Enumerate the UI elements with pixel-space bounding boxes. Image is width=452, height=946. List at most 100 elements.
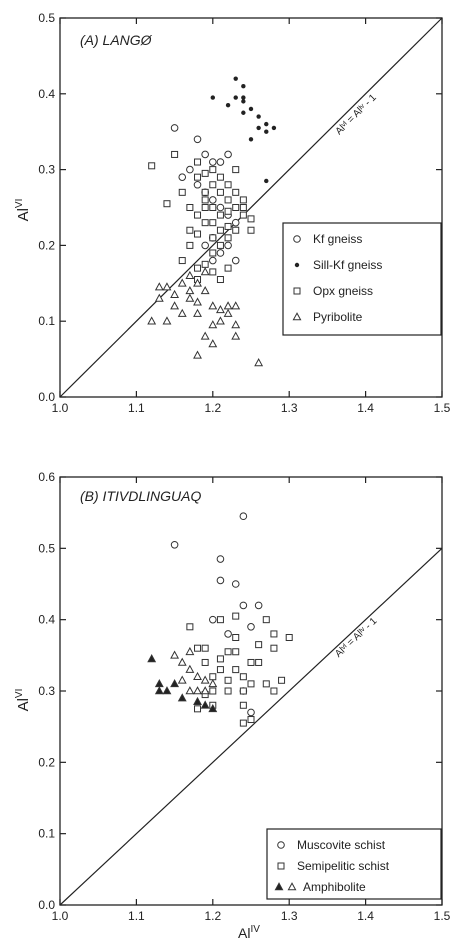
- legend-marker: [293, 235, 301, 243]
- data-point: [215, 316, 225, 325]
- data-point: [255, 641, 263, 649]
- legend-marker: [293, 287, 301, 295]
- data-point: [256, 125, 261, 131]
- data-point: [208, 320, 218, 329]
- data-point: [223, 308, 233, 317]
- data-point: [177, 657, 187, 666]
- data-point: [209, 219, 217, 227]
- data-point: [193, 135, 202, 144]
- data-point: [224, 234, 232, 242]
- legend-label: Muscovite schist: [297, 838, 386, 852]
- data-point: [194, 264, 202, 272]
- data-point: [216, 666, 224, 674]
- series-pyribolite: [147, 267, 264, 367]
- data-point: [262, 616, 270, 624]
- data-point: [256, 114, 261, 119]
- legend-marker: [294, 262, 300, 268]
- data-point: [154, 686, 164, 695]
- data-point: [170, 289, 180, 298]
- legend-label: Semipelitic schist: [297, 859, 390, 873]
- data-point: [177, 278, 187, 287]
- data-point: [233, 76, 238, 81]
- x-tick-label: 1.3: [281, 401, 298, 415]
- data-point: [216, 173, 224, 181]
- data-point: [163, 200, 171, 208]
- legend-box: [266, 828, 442, 900]
- y-tick-label: 0.2: [38, 755, 55, 769]
- data-point: [232, 648, 240, 656]
- data-point: [170, 650, 180, 659]
- data-point: [201, 204, 209, 211]
- data-point: [170, 301, 180, 310]
- data-point: [239, 701, 247, 709]
- data-point: [254, 358, 264, 367]
- series-amphibolite: [147, 646, 218, 713]
- data-point: [232, 188, 240, 196]
- data-point: [209, 196, 217, 204]
- data-point: [224, 648, 232, 656]
- data-point: [200, 267, 210, 276]
- data-point: [209, 687, 217, 695]
- data-point: [193, 180, 202, 189]
- data-point: [177, 308, 187, 317]
- x-tick-label: 1.2: [204, 401, 221, 415]
- data-point: [177, 675, 187, 684]
- data-point: [232, 204, 240, 211]
- y-tick-label: 0.4: [38, 87, 55, 101]
- data-point: [162, 316, 172, 325]
- data-point: [201, 196, 209, 204]
- data-point: [201, 219, 209, 227]
- x-tick-label: 1.3: [281, 909, 298, 923]
- data-point: [239, 204, 247, 211]
- data-point: [231, 580, 240, 588]
- series-semipelitic-schist: [186, 612, 293, 727]
- data-point: [247, 708, 255, 717]
- data-point: [209, 204, 217, 211]
- legend-label: Amphibolite: [303, 880, 366, 894]
- data-point: [262, 680, 270, 688]
- panel-title: (A) LANGØ: [80, 32, 153, 48]
- data-point: [231, 320, 241, 329]
- x-axis-label: AlIV: [238, 924, 260, 941]
- data-point: [239, 687, 247, 695]
- y-tick-label: 0.3: [38, 684, 55, 698]
- data-point: [201, 241, 209, 250]
- x-tick-label: 1.0: [52, 401, 69, 415]
- data-point: [208, 301, 218, 310]
- data-point: [216, 655, 224, 663]
- data-point: [209, 615, 217, 624]
- data-point: [231, 301, 241, 310]
- data-point: [154, 679, 164, 688]
- data-point: [170, 540, 179, 549]
- data-point: [186, 165, 194, 174]
- data-point: [178, 173, 187, 181]
- data-point: [209, 249, 217, 257]
- legend-label: Pyribolite: [313, 310, 363, 324]
- data-point: [186, 226, 194, 234]
- legend: Kf gneiss Sill-Kf gneiss Opx gneiss Pyribol…: [282, 222, 442, 336]
- data-point: [216, 249, 225, 257]
- data-point: [209, 268, 217, 276]
- x-tick-label: 1.2: [204, 909, 221, 923]
- data-point: [154, 282, 164, 291]
- data-point: [224, 241, 232, 250]
- data-point: [170, 124, 179, 132]
- data-point: [264, 129, 269, 134]
- x-tick-label: 1.1: [128, 401, 145, 415]
- data-point: [209, 673, 217, 681]
- data-point: [201, 658, 209, 666]
- data-point: [186, 241, 194, 249]
- data-point: [201, 150, 209, 159]
- data-point: [193, 297, 202, 306]
- data-point: [147, 316, 157, 325]
- x-tick-label: 1.5: [434, 909, 451, 923]
- legend-marker-open: [287, 882, 297, 891]
- data-point: [278, 676, 286, 684]
- data-point: [224, 150, 232, 159]
- series-opx-gneiss: [148, 150, 255, 284]
- data-point: [239, 211, 247, 219]
- data-point: [209, 256, 217, 265]
- data-point: [247, 680, 255, 688]
- data-point: [215, 304, 225, 314]
- series-muscovite-schist: [170, 512, 263, 717]
